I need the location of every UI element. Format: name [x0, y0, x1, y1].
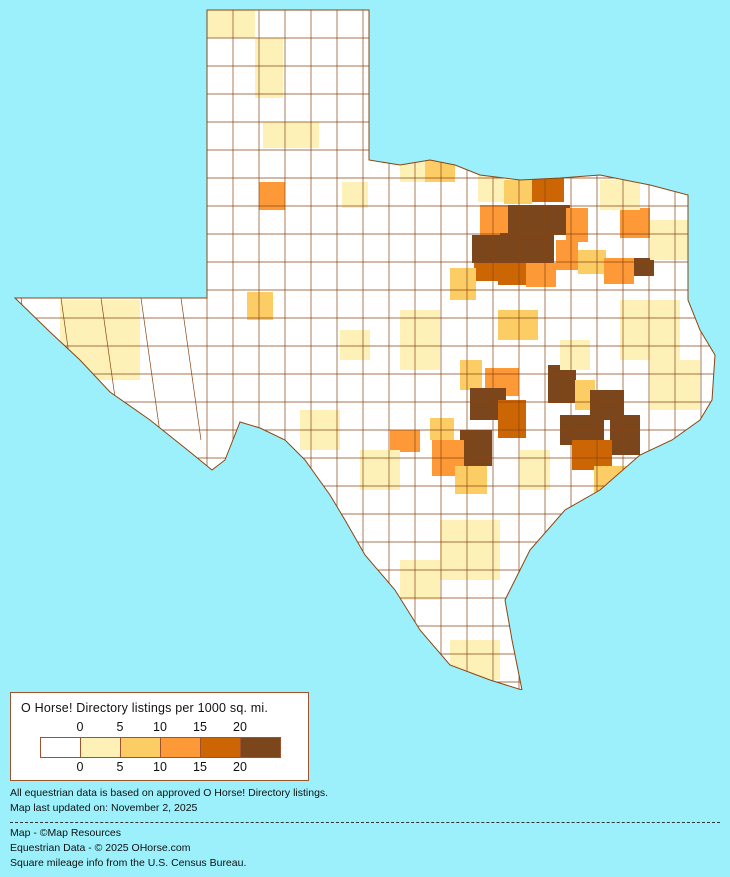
county [634, 258, 654, 276]
data-note: All equestrian data is based on approved… [10, 787, 329, 799]
county [255, 38, 283, 98]
county [526, 263, 556, 287]
legend-swatch [161, 738, 201, 757]
tick: 20 [233, 720, 247, 734]
county [60, 300, 140, 380]
county [520, 450, 550, 490]
county [474, 263, 498, 281]
tick: 0 [76, 760, 84, 774]
county [600, 180, 640, 210]
census-credit: Square mileage info from the U.S. Census… [10, 857, 247, 869]
update-note: Map last updated on: November 2, 2025 [10, 802, 198, 814]
county-border [140, 297, 162, 441]
county [472, 235, 500, 263]
legend: O Horse! Directory listings per 1000 sq.… [10, 692, 309, 781]
legend-swatch [121, 738, 161, 757]
county [498, 310, 538, 340]
county [650, 220, 688, 260]
county [460, 360, 482, 390]
county [620, 208, 650, 238]
state-border [13, 9, 716, 690]
county-border [180, 297, 202, 441]
county [548, 365, 576, 403]
tick: 10 [153, 720, 167, 734]
county [400, 310, 440, 370]
county [560, 340, 590, 370]
county [500, 233, 554, 265]
legend-swatch [41, 738, 81, 757]
county [480, 205, 508, 235]
county [498, 400, 526, 438]
tick: 5 [116, 760, 124, 774]
county [620, 300, 680, 360]
tick: 10 [153, 760, 167, 774]
county [460, 430, 492, 466]
tick: 20 [233, 760, 247, 774]
tick: 15 [193, 760, 207, 774]
county [340, 330, 370, 360]
county [400, 560, 440, 600]
county [540, 205, 570, 235]
county [247, 292, 273, 320]
county [532, 172, 564, 202]
legend-swatch [201, 738, 241, 757]
map-credit: Map - ©Map Resources [10, 827, 122, 839]
county [360, 450, 400, 490]
county [440, 520, 500, 580]
county [566, 208, 588, 242]
county [556, 240, 578, 270]
tick: 5 [116, 720, 124, 734]
data-credit: Equestrian Data - © 2025 OHorse.com [10, 842, 191, 854]
county [342, 182, 368, 208]
county [572, 440, 612, 470]
county [455, 466, 487, 494]
county [504, 180, 532, 204]
county [390, 430, 420, 452]
county [207, 10, 255, 38]
tick: 0 [76, 720, 84, 734]
county [259, 182, 285, 210]
county [498, 263, 526, 285]
county [430, 418, 454, 440]
legend-swatch [241, 738, 280, 757]
county [450, 268, 476, 300]
county [594, 466, 628, 498]
legend-swatch [81, 738, 121, 757]
legend-title: O Horse! Directory listings per 1000 sq.… [21, 701, 269, 715]
county [263, 122, 319, 148]
legend-swatches [40, 737, 281, 758]
county [610, 415, 640, 455]
texas-county-map [13, 9, 716, 690]
tick: 15 [193, 720, 207, 734]
divider [10, 822, 720, 823]
